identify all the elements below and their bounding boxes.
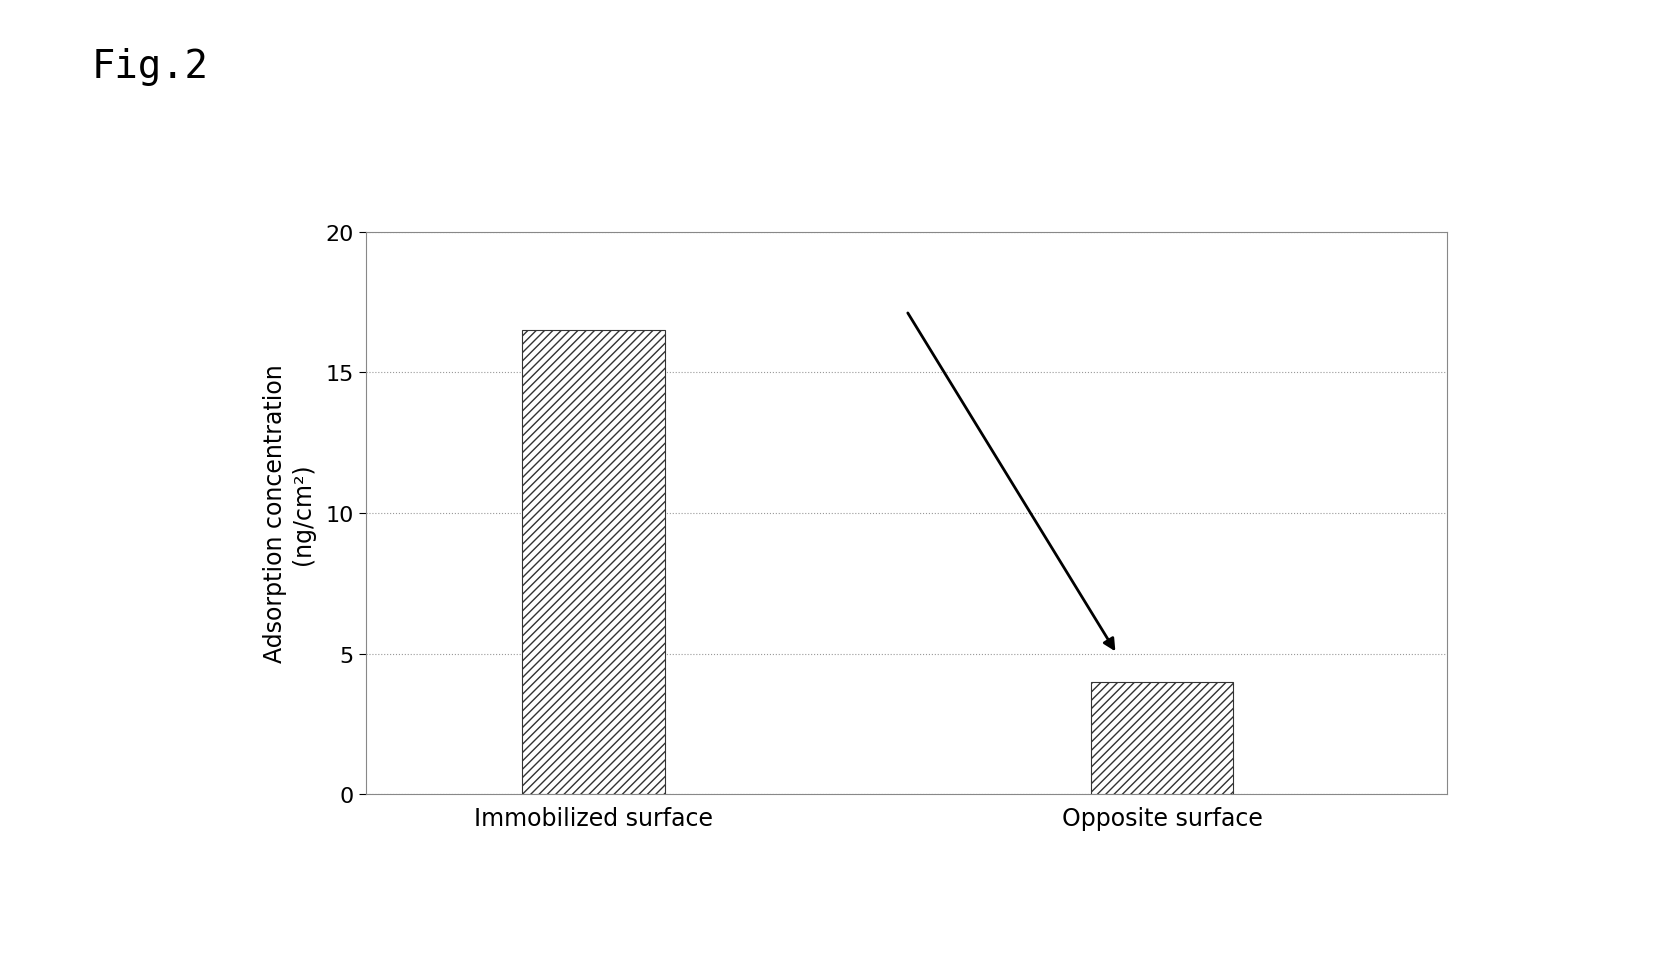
Text: Fig.2: Fig.2 — [91, 48, 208, 86]
Bar — [522, 331, 665, 795]
Y-axis label: Adsorption concentration
(ng/cm²): Adsorption concentration (ng/cm²) — [263, 364, 314, 663]
Bar — [1091, 682, 1234, 795]
